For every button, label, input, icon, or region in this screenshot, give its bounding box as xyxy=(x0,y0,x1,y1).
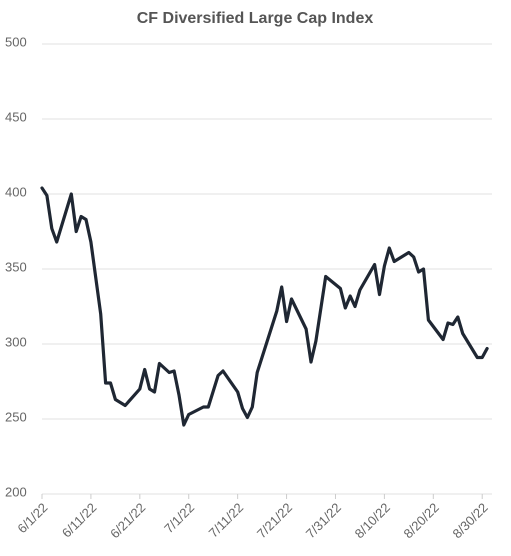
y-tick-label: 350 xyxy=(5,259,27,274)
x-tick-label: 7/21/22 xyxy=(254,500,295,541)
x-tick-label: 8/30/22 xyxy=(449,500,490,541)
y-tick-label: 250 xyxy=(5,409,27,424)
x-tick-label: 6/1/22 xyxy=(14,500,50,536)
x-tick-label: 8/10/22 xyxy=(352,500,393,541)
data-line xyxy=(40,186,489,427)
y-tick-label: 400 xyxy=(5,184,27,199)
y-tick-label: 200 xyxy=(5,484,27,499)
x-tick-label: 7/31/22 xyxy=(303,500,344,541)
x-tick-label: 7/11/22 xyxy=(206,500,247,541)
x-tick-label: 8/20/22 xyxy=(401,500,442,541)
x-tick-label: 6/11/22 xyxy=(59,500,100,541)
y-tick-label: 300 xyxy=(5,334,27,349)
y-tick-label: 500 xyxy=(5,34,27,49)
x-tick-label: 7/1/22 xyxy=(161,500,197,536)
y-tick-label: 450 xyxy=(5,109,27,124)
x-tick-label: 6/21/22 xyxy=(107,500,148,541)
chart-title: CF Diversified Large Cap Index xyxy=(137,10,374,27)
